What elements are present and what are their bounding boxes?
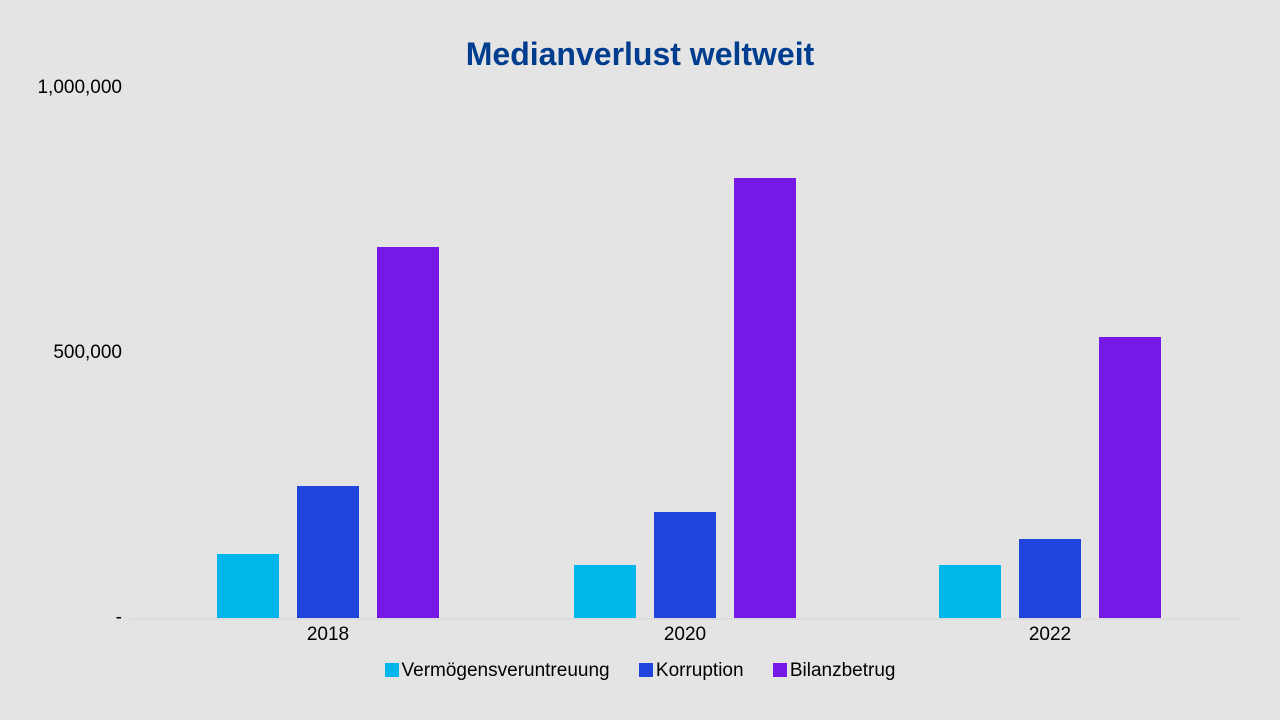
chart-area: -500,0001,000,000201820202022 [130,88,1240,618]
legend-item-2: Bilanzbetrug [773,660,896,682]
bar [939,565,1001,618]
plot-area: -500,0001,000,000201820202022 [130,88,1240,620]
bar [1099,337,1161,618]
chart-title: Medianverlust weltweit [0,0,1280,73]
legend-swatch-0 [385,663,399,677]
legend: Vermögensveruntreuung Korruption Bilanzb… [0,660,1280,682]
bar [377,247,439,618]
legend-swatch-1 [639,663,653,677]
y-tick-label: 500,000 [53,342,122,364]
bar [217,554,279,618]
x-tick-label: 2018 [307,624,349,646]
legend-label-0: Vermögensveruntreuung [402,660,610,681]
x-tick-label: 2020 [664,624,706,646]
y-tick-label: 1,000,000 [37,77,122,99]
y-tick-label: - [116,607,122,629]
x-tick-label: 2022 [1029,624,1071,646]
legend-label-2: Bilanzbetrug [790,660,896,681]
legend-item-1: Korruption [639,660,744,682]
bar [1019,539,1081,619]
legend-item-0: Vermögensveruntreuung [385,660,610,682]
bar [574,565,636,618]
legend-label-1: Korruption [656,660,744,681]
bar [654,512,716,618]
bar [297,486,359,619]
bar [734,178,796,618]
legend-swatch-2 [773,663,787,677]
